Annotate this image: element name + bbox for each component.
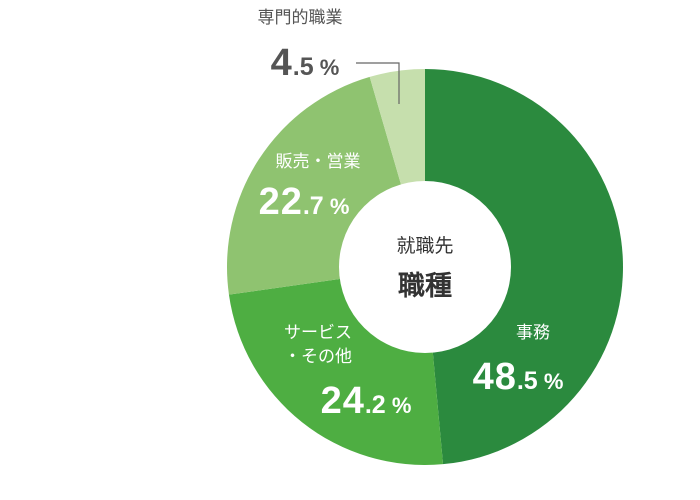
center-label-main: 職種 — [398, 271, 452, 302]
leader-lines — [356, 62, 400, 104]
center-hole — [339, 181, 511, 353]
pie-slice-0 — [425, 69, 623, 465]
slice-value-3: 4.5 % — [271, 42, 340, 84]
slice-label-3-line-0: 専門的職業 — [258, 8, 343, 28]
center-label-top: 就職先 — [396, 235, 453, 257]
slice-label-0-line-0: 事務 — [516, 323, 550, 343]
slice-value-1: 24.2 % — [321, 380, 412, 422]
slice-value-2: 22.7 % — [259, 181, 350, 223]
slice-labels: 事務 48.5 % サービス・その他 24.2 % 販売・営業 22.7 % 専門的職業 4.… — [258, 8, 564, 422]
slice-label-1-line-1: ・その他 — [284, 347, 352, 367]
leader-line-3 — [356, 62, 400, 104]
slice-value-0: 48.5 % — [473, 356, 564, 398]
slice-label-1-line-0: サービス — [284, 323, 352, 343]
slice-label-2-line-0: 販売・営業 — [276, 152, 361, 172]
